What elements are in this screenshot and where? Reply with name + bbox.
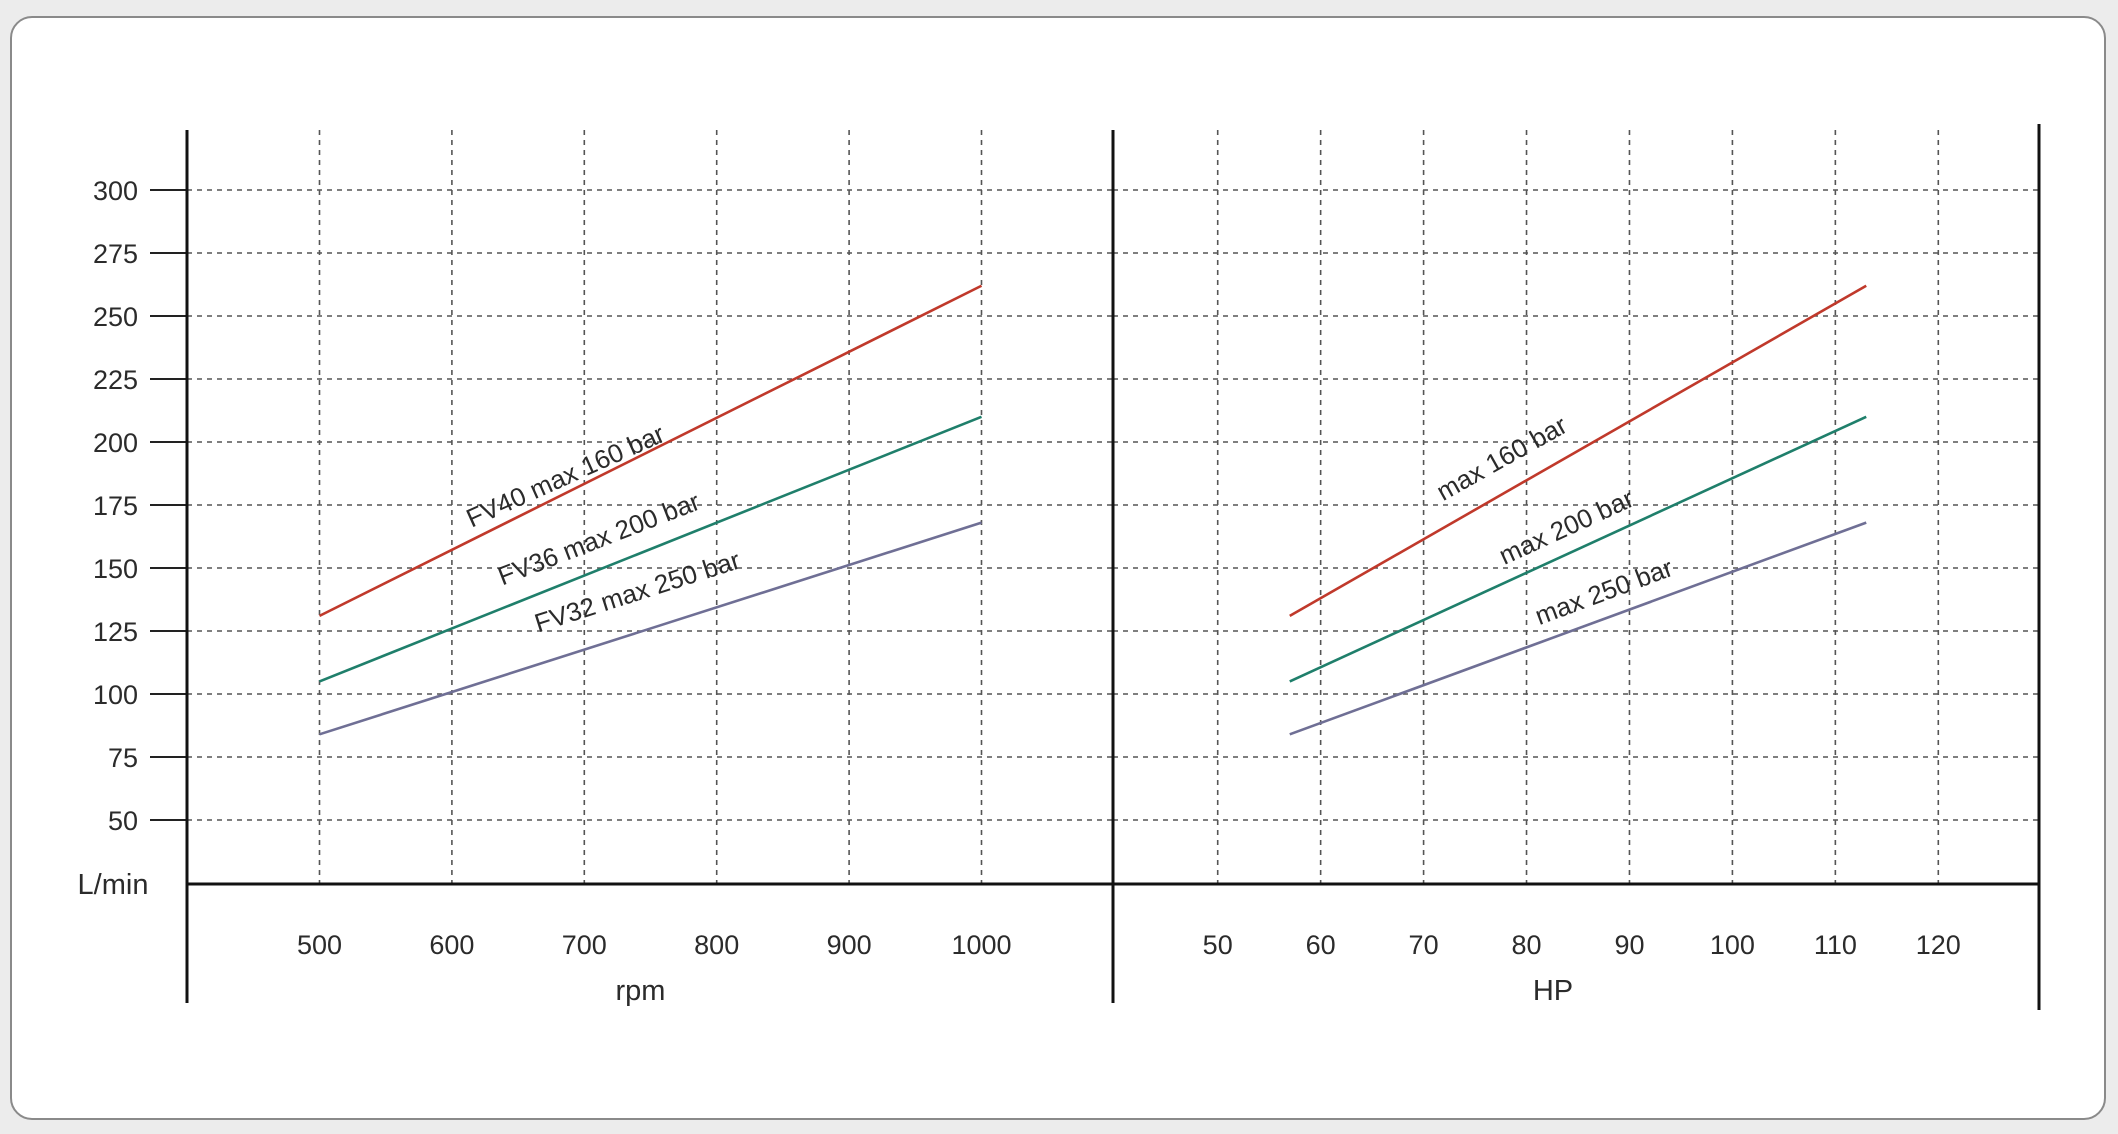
x-axis-title: rpm [616,975,666,1007]
series-line [1289,415,1867,683]
axes [150,124,2041,1010]
x-tick-label: 900 [827,930,872,960]
series-line [318,284,983,618]
grid [187,130,2039,884]
x-tick-label: 50 [1203,930,1233,960]
x-axis-title: HP [1533,975,1573,1007]
x-tick-label: 800 [694,930,739,960]
y-tick-label: 225 [93,365,138,395]
series-label: max 200 bar [1494,483,1638,571]
y-tick-label: 125 [93,617,138,647]
x-tick-label: 60 [1306,930,1336,960]
y-tick-label: 300 [93,176,138,206]
x-tick-label: 500 [297,930,342,960]
x-tick-label: 600 [429,930,474,960]
x-tick-label: 90 [1614,930,1644,960]
y-tick-label: 100 [93,680,138,710]
x-tick-label: 120 [1916,930,1961,960]
x-tick-label: 110 [1814,930,1857,960]
y-axis-title: L/min [78,869,149,901]
y-tick-label: 75 [108,743,138,773]
y-tick-label: 150 [93,554,138,584]
x-tick-label: 1000 [951,930,1011,960]
y-tick-label: 50 [108,806,138,836]
y-tick-label: 200 [93,428,138,458]
x-tick-label: 70 [1409,930,1439,960]
x-tick-label: 100 [1710,930,1755,960]
y-tick-label: 175 [93,491,138,521]
series-label: max 160 bar [1431,410,1572,507]
series-line [1289,284,1867,618]
series-lines [318,284,1867,736]
series-line [319,415,982,683]
x-tick-label: 700 [562,930,607,960]
series-line [319,521,982,736]
series-line [1289,521,1867,736]
y-tick-label: 250 [93,302,138,332]
x-tick-label: 80 [1512,930,1542,960]
y-tick-label: 275 [93,239,138,269]
